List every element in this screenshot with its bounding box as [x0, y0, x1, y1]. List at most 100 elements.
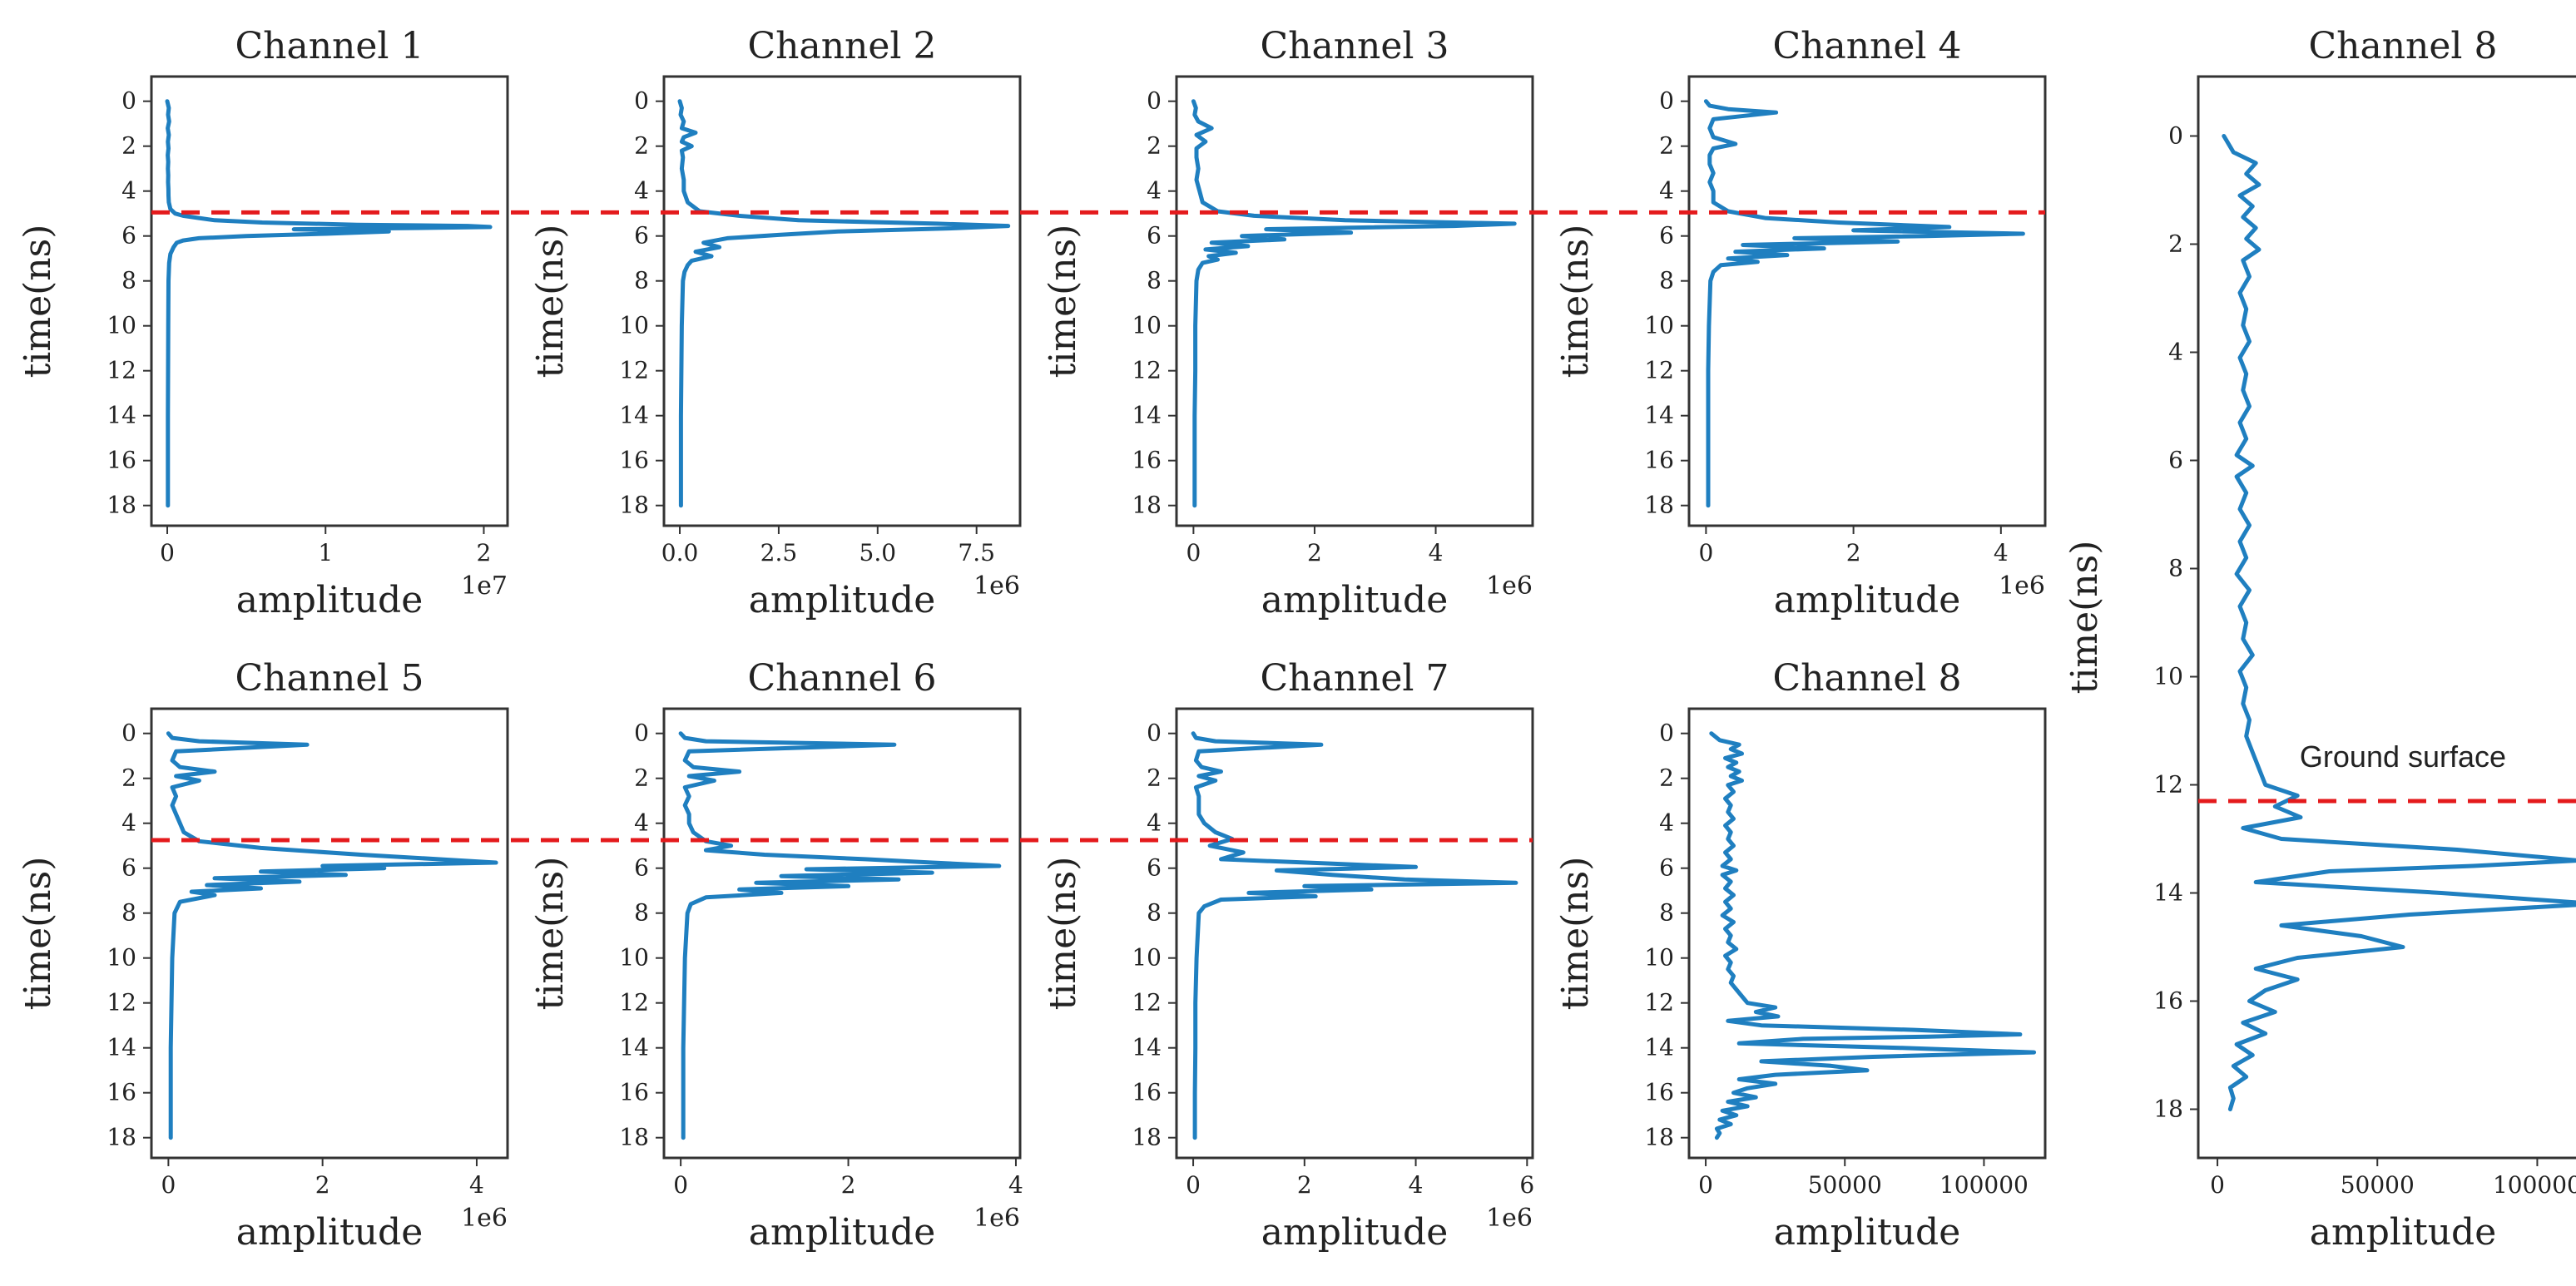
y-tick-label: 0 [1147, 87, 1162, 115]
panel-title: Channel 2 [747, 25, 936, 67]
y-tick-label: 4 [121, 809, 136, 837]
panel-ch4: Channel 4 0 2 4 6 8 10 12 14 16 18 0 2 4 time(ns) ampli… [1554, 25, 2047, 621]
x-tick-label: 2 [1846, 539, 1861, 566]
y-tick-label: 18 [107, 1124, 136, 1151]
y-tick-label: 18 [107, 492, 136, 519]
x-tick-label: 100000 [2493, 1171, 2576, 1199]
ground-surface-annotation: Ground surface [2300, 739, 2506, 774]
y-tick-label: 8 [1147, 899, 1162, 927]
y-tick-label: 8 [2168, 555, 2183, 582]
x-axis-exponent: 1e6 [461, 1204, 508, 1233]
y-tick-label: 0 [1659, 720, 1674, 747]
y-axis-label: time(ns) [1554, 225, 1597, 378]
x-tick-label: 0 [1186, 539, 1201, 566]
y-tick-label: 6 [1147, 222, 1162, 250]
y-tick-label: 18 [2153, 1096, 2183, 1123]
x-axis-label: amplitude [2310, 1211, 2497, 1254]
y-tick-label: 8 [1659, 899, 1674, 927]
y-axis-label: time(ns) [17, 225, 59, 378]
x-tick-label: 6 [1519, 1171, 1534, 1199]
y-tick-label: 16 [1644, 447, 1674, 474]
x-axis-exponent: 1e6 [973, 571, 1020, 601]
trace-line-ch3 [1191, 99, 1517, 508]
y-axis-label: time(ns) [17, 857, 59, 1011]
y-tick-label: 6 [1659, 854, 1674, 882]
y-tick-label: 2 [1659, 764, 1674, 792]
y-tick-label: 18 [1644, 492, 1674, 519]
trace-line-ch4 [1703, 99, 2025, 508]
y-tick-label: 8 [634, 267, 649, 294]
x-axis-exponent: 1e6 [1486, 1204, 1533, 1233]
axes-frame [662, 75, 1022, 527]
x-tick-label: 50000 [1808, 1171, 1882, 1199]
x-tick-label: 0 [160, 539, 175, 566]
y-tick-label: 12 [1644, 357, 1674, 384]
panel-title: Channel 6 [747, 657, 936, 700]
y-tick-label: 6 [121, 854, 136, 882]
y-tick-label: 14 [619, 402, 649, 429]
x-axis-label: amplitude [749, 1211, 936, 1254]
y-tick-label: 14 [107, 1034, 136, 1061]
x-tick-label: 4 [1008, 1171, 1023, 1199]
x-axis-label: amplitude [1261, 1211, 1449, 1254]
y-tick-label: 18 [1644, 1124, 1674, 1151]
y-tick-label: 4 [634, 177, 649, 205]
panel-title: Channel 3 [1260, 25, 1449, 67]
x-axis-label: amplitude [1774, 1211, 1961, 1254]
y-tick-label: 18 [619, 1124, 649, 1151]
guides-layer [151, 210, 2576, 843]
y-axis-label: time(ns) [529, 225, 572, 378]
y-tick-label: 6 [634, 222, 649, 250]
x-tick-label: 4 [1429, 539, 1444, 566]
axes-frame [1175, 707, 1534, 1160]
y-tick-label: 16 [619, 447, 649, 474]
panel-title: Channel 8 [2308, 25, 2497, 67]
trace-line-ch8-small [1709, 731, 2037, 1140]
y-tick-label: 0 [121, 720, 136, 747]
y-tick-label: 6 [634, 854, 649, 882]
y-axis-label: time(ns) [529, 857, 572, 1011]
y-tick-label: 0 [1659, 87, 1674, 115]
x-tick-label: 7.5 [958, 539, 995, 566]
axes-frame [150, 75, 509, 527]
y-tick-label: 10 [1644, 944, 1674, 972]
x-tick-label: 1 [318, 539, 333, 566]
y-tick-label: 2 [1147, 132, 1162, 160]
x-tick-label: 0.0 [661, 539, 699, 566]
y-tick-label: 10 [107, 944, 136, 972]
panel-ch8-small: Channel 8 0 2 4 6 8 10 12 14 16 18 0 50000 100000 time… [1554, 657, 2047, 1254]
x-tick-label: 2 [1297, 1171, 1312, 1199]
y-tick-label: 12 [1644, 989, 1674, 1016]
y-tick-label: 10 [107, 312, 136, 339]
y-tick-label: 14 [1644, 1034, 1674, 1061]
y-tick-label: 12 [1132, 357, 1162, 384]
y-axis-label: time(ns) [2063, 541, 2106, 695]
y-tick-label: 16 [107, 1079, 136, 1106]
y-tick-label: 2 [121, 132, 136, 160]
x-tick-label: 2 [315, 1171, 330, 1199]
y-tick-label: 0 [121, 87, 136, 115]
x-tick-label: 0 [1698, 1171, 1713, 1199]
y-tick-label: 0 [634, 87, 649, 115]
panel-title: Channel 1 [235, 25, 424, 67]
y-tick-label: 6 [1147, 854, 1162, 882]
panel-ch2: Channel 2 0 2 4 6 8 10 12 14 16 18 0.0 2.5 5.0 7.5 time… [529, 25, 1022, 621]
y-tick-label: 14 [1644, 402, 1674, 429]
axes-frame [1687, 707, 2047, 1160]
y-tick-label: 14 [1132, 1034, 1162, 1061]
panel-title: Channel 7 [1260, 657, 1449, 700]
y-tick-label: 12 [619, 357, 649, 384]
y-tick-label: 18 [1132, 1124, 1162, 1151]
y-axis-label: time(ns) [1554, 857, 1597, 1011]
trace-line-ch5 [166, 731, 498, 1140]
x-axis-exponent: 1e7 [461, 571, 508, 601]
x-tick-label: 2 [1307, 539, 1322, 566]
x-axis-label: amplitude [1774, 579, 1961, 621]
y-tick-label: 16 [1132, 1079, 1162, 1106]
y-tick-label: 10 [1132, 312, 1162, 339]
trace-line-ch7 [1191, 731, 1518, 1140]
y-axis-label: time(ns) [1042, 225, 1084, 378]
panel-ch8-large: Channel 8 0 2 4 6 8 10 12 14 16 18 0 50000 100000 time… [2063, 25, 2576, 1254]
